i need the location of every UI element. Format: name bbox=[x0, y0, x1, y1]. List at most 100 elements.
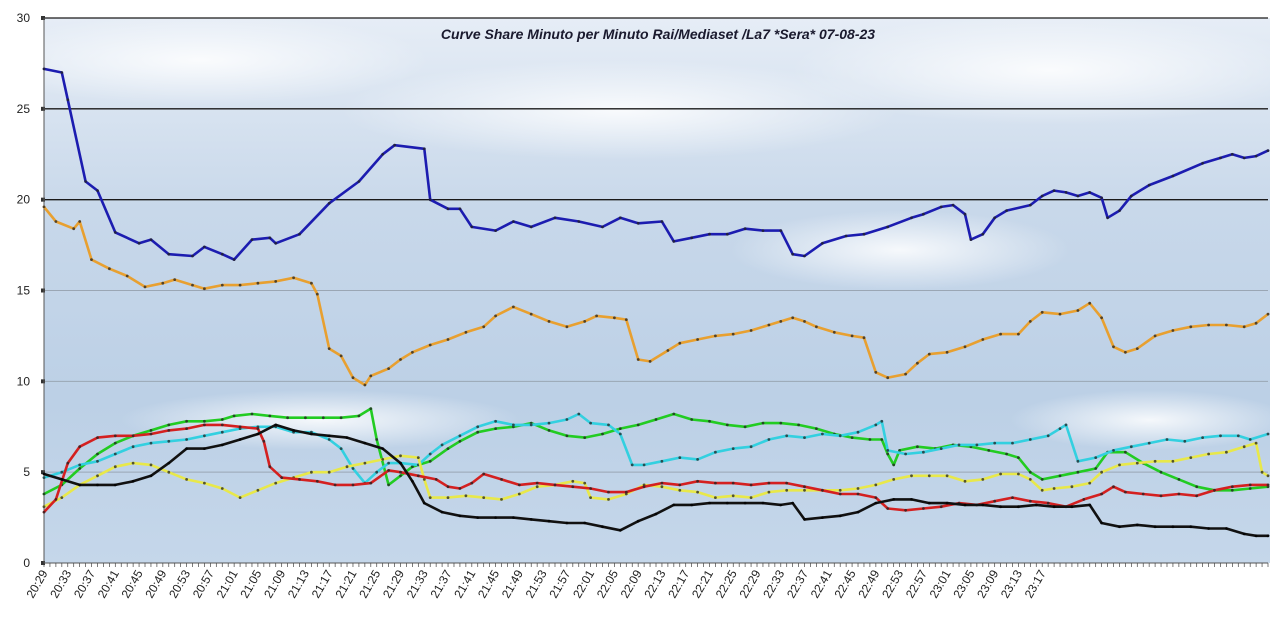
data-point bbox=[1225, 323, 1228, 327]
data-point bbox=[220, 443, 224, 447]
data-point bbox=[78, 445, 82, 449]
data-point bbox=[690, 418, 694, 421]
data-point bbox=[1165, 438, 1169, 441]
data-point bbox=[1076, 470, 1080, 474]
data-point bbox=[304, 416, 307, 420]
data-point bbox=[767, 490, 771, 494]
data-point bbox=[458, 487, 462, 490]
data-point bbox=[416, 456, 420, 459]
data-point bbox=[731, 494, 735, 498]
data-point bbox=[565, 325, 569, 329]
data-point bbox=[66, 98, 70, 102]
data-point bbox=[690, 503, 694, 507]
data-point bbox=[84, 180, 87, 183]
data-point bbox=[113, 231, 117, 234]
data-point bbox=[185, 419, 189, 423]
data-point bbox=[131, 461, 135, 465]
data-point bbox=[428, 452, 432, 456]
data-point bbox=[1028, 320, 1032, 323]
data-point bbox=[874, 370, 878, 374]
data-point bbox=[696, 458, 699, 461]
data-point bbox=[832, 330, 836, 334]
data-point bbox=[624, 490, 628, 494]
x-tick-label: 22:21 bbox=[689, 567, 716, 600]
data-point bbox=[714, 496, 717, 499]
data-point bbox=[1254, 534, 1258, 538]
data-point bbox=[458, 439, 462, 443]
data-point bbox=[1005, 209, 1008, 213]
data-point bbox=[1052, 189, 1056, 193]
data-point bbox=[292, 276, 295, 280]
data-point bbox=[470, 481, 474, 485]
data-point bbox=[1207, 452, 1210, 456]
x-tick-label: 20:53 bbox=[166, 567, 193, 600]
data-point bbox=[500, 498, 503, 501]
data-point bbox=[298, 478, 301, 481]
data-point bbox=[987, 449, 991, 452]
data-point bbox=[821, 432, 824, 436]
x-tick-label: 21:41 bbox=[451, 567, 478, 600]
series-layer bbox=[42, 67, 1270, 538]
data-point bbox=[440, 443, 444, 447]
data-point bbox=[1017, 332, 1020, 336]
data-point bbox=[547, 519, 551, 523]
data-point bbox=[399, 470, 402, 474]
x-tick-label: 22:01 bbox=[570, 567, 597, 600]
data-point bbox=[767, 438, 771, 441]
data-point bbox=[660, 485, 664, 489]
data-point bbox=[60, 470, 64, 474]
data-point bbox=[446, 338, 450, 341]
data-point bbox=[880, 438, 884, 441]
data-point bbox=[327, 434, 331, 438]
data-point bbox=[636, 358, 640, 361]
data-point bbox=[321, 416, 325, 420]
data-point bbox=[636, 519, 640, 523]
data-point bbox=[803, 518, 806, 521]
data-point bbox=[1088, 481, 1092, 485]
data-point bbox=[838, 492, 842, 496]
x-tick-label: 22:49 bbox=[855, 567, 882, 600]
data-point bbox=[310, 432, 313, 436]
data-point bbox=[113, 441, 117, 445]
data-point bbox=[310, 281, 313, 285]
data-point bbox=[803, 436, 806, 439]
x-tick-label: 21:49 bbox=[499, 567, 526, 600]
y-tick-mark bbox=[41, 197, 45, 202]
data-point bbox=[274, 423, 278, 427]
data-point bbox=[803, 488, 806, 492]
data-point bbox=[565, 418, 569, 421]
data-point bbox=[1230, 488, 1234, 492]
data-point bbox=[975, 443, 979, 447]
data-point bbox=[999, 332, 1002, 336]
data-point bbox=[446, 485, 450, 489]
data-point bbox=[714, 481, 717, 485]
data-point bbox=[1225, 527, 1228, 530]
data-point bbox=[1195, 494, 1199, 498]
data-point bbox=[607, 423, 610, 427]
x-tick-label: 20:41 bbox=[95, 567, 122, 600]
data-point bbox=[191, 254, 194, 258]
data-point bbox=[494, 419, 497, 423]
data-point bbox=[862, 336, 866, 340]
data-point bbox=[1254, 441, 1258, 445]
data-point bbox=[411, 465, 414, 469]
data-point bbox=[583, 481, 587, 485]
data-point bbox=[1242, 325, 1246, 329]
data-point bbox=[434, 478, 438, 481]
data-point bbox=[1011, 496, 1014, 499]
data-point bbox=[1017, 456, 1020, 459]
y-tick-mark bbox=[41, 561, 45, 565]
data-point bbox=[927, 501, 931, 505]
data-point bbox=[333, 483, 337, 487]
data-point bbox=[238, 283, 242, 287]
data-point bbox=[108, 267, 111, 271]
data-point bbox=[220, 423, 224, 427]
data-point bbox=[678, 456, 682, 459]
data-point bbox=[1135, 347, 1139, 350]
data-point bbox=[387, 469, 390, 472]
data-point bbox=[512, 305, 515, 309]
data-point bbox=[393, 143, 396, 147]
data-point bbox=[149, 429, 153, 432]
data-point bbox=[910, 474, 913, 478]
